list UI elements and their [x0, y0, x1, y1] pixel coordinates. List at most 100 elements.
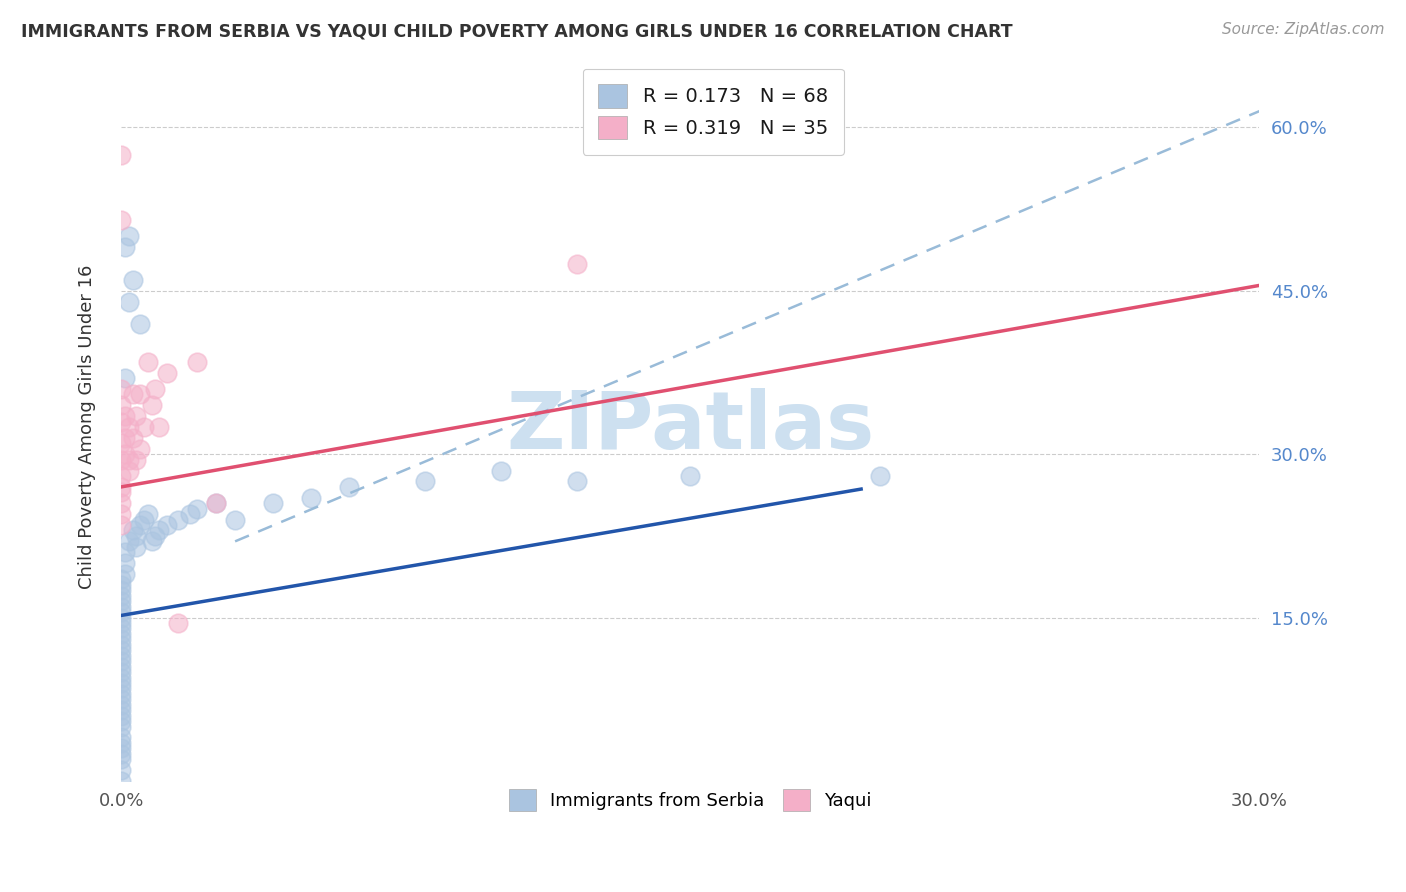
- Point: [145, 529, 167, 543]
- Point: [125, 529, 148, 543]
- Point: [114, 431, 136, 445]
- Point: [136, 354, 159, 368]
- Point: [110, 507, 132, 521]
- Point: [121, 524, 143, 538]
- Point: [118, 420, 141, 434]
- Point: [110, 213, 132, 227]
- Point: [565, 257, 588, 271]
- Point: [110, 763, 132, 777]
- Point: [114, 447, 136, 461]
- Point: [114, 409, 136, 423]
- Point: [110, 692, 132, 706]
- Point: [110, 698, 132, 712]
- Point: [110, 480, 132, 494]
- Point: [118, 229, 141, 244]
- Point: [110, 605, 132, 619]
- Point: [132, 420, 155, 434]
- Point: [110, 714, 132, 728]
- Point: [118, 464, 141, 478]
- Point: [489, 464, 512, 478]
- Point: [110, 736, 132, 750]
- Point: [110, 594, 132, 608]
- Text: Source: ZipAtlas.com: Source: ZipAtlas.com: [1222, 22, 1385, 37]
- Point: [148, 524, 170, 538]
- Point: [337, 480, 360, 494]
- Point: [114, 567, 136, 582]
- Point: [118, 534, 141, 549]
- Point: [121, 273, 143, 287]
- Point: [262, 496, 284, 510]
- Point: [205, 496, 228, 510]
- Point: [118, 294, 141, 309]
- Point: [110, 681, 132, 696]
- Point: [869, 469, 891, 483]
- Point: [148, 420, 170, 434]
- Text: ZIPatlas: ZIPatlas: [506, 388, 875, 466]
- Legend: Immigrants from Serbia, Yaqui: Immigrants from Serbia, Yaqui: [495, 774, 886, 825]
- Point: [110, 741, 132, 756]
- Point: [110, 643, 132, 657]
- Point: [110, 599, 132, 614]
- Text: IMMIGRANTS FROM SERBIA VS YAQUI CHILD POVERTY AMONG GIRLS UNDER 16 CORRELATION C: IMMIGRANTS FROM SERBIA VS YAQUI CHILD PO…: [21, 22, 1012, 40]
- Point: [125, 409, 148, 423]
- Point: [129, 387, 152, 401]
- Point: [110, 436, 132, 450]
- Point: [110, 747, 132, 761]
- Point: [110, 589, 132, 603]
- Point: [141, 534, 163, 549]
- Point: [110, 615, 132, 630]
- Point: [129, 442, 152, 456]
- Point: [114, 545, 136, 559]
- Point: [110, 665, 132, 679]
- Point: [186, 354, 208, 368]
- Point: [110, 774, 132, 789]
- Point: [145, 382, 167, 396]
- Point: [110, 731, 132, 745]
- Point: [121, 431, 143, 445]
- Point: [110, 485, 132, 500]
- Point: [129, 317, 152, 331]
- Point: [110, 659, 132, 673]
- Point: [156, 366, 179, 380]
- Point: [110, 632, 132, 647]
- Point: [114, 371, 136, 385]
- Point: [110, 708, 132, 723]
- Point: [141, 398, 163, 412]
- Point: [121, 387, 143, 401]
- Point: [167, 615, 190, 630]
- Point: [114, 240, 136, 254]
- Point: [110, 648, 132, 663]
- Point: [114, 556, 136, 570]
- Point: [179, 507, 201, 521]
- Point: [110, 518, 132, 533]
- Point: [156, 518, 179, 533]
- Point: [186, 501, 208, 516]
- Point: [125, 452, 148, 467]
- Point: [110, 622, 132, 636]
- Point: [110, 469, 132, 483]
- Point: [110, 703, 132, 717]
- Point: [413, 475, 436, 489]
- Point: [110, 719, 132, 733]
- Point: [224, 512, 246, 526]
- Point: [110, 752, 132, 766]
- Point: [110, 578, 132, 592]
- Point: [110, 676, 132, 690]
- Point: [110, 452, 132, 467]
- Point: [132, 512, 155, 526]
- Point: [299, 491, 322, 505]
- Point: [110, 687, 132, 701]
- Point: [110, 573, 132, 587]
- Point: [110, 382, 132, 396]
- Point: [125, 540, 148, 554]
- Point: [129, 518, 152, 533]
- Point: [110, 627, 132, 641]
- Point: [110, 496, 132, 510]
- Point: [110, 583, 132, 598]
- Point: [205, 496, 228, 510]
- Point: [110, 671, 132, 685]
- Point: [110, 147, 132, 161]
- Y-axis label: Child Poverty Among Girls Under 16: Child Poverty Among Girls Under 16: [79, 265, 96, 590]
- Point: [110, 415, 132, 429]
- Point: [136, 507, 159, 521]
